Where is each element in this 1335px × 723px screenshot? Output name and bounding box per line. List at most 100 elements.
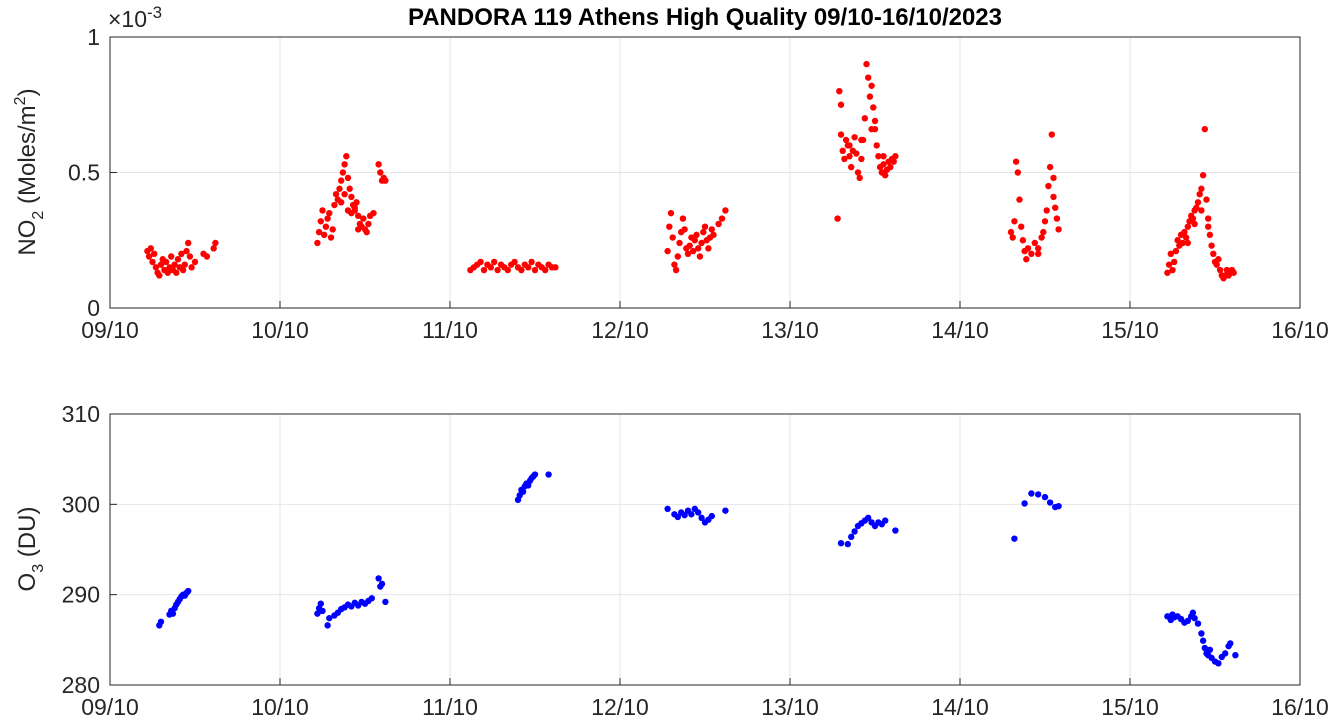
o3-data-point bbox=[375, 575, 382, 582]
o3-data-point bbox=[1035, 491, 1042, 498]
o3-data-point bbox=[324, 622, 331, 629]
no2-data-point bbox=[892, 153, 899, 160]
no2-data-point bbox=[1210, 250, 1217, 257]
o3-y-tick-label: 300 bbox=[62, 491, 100, 517]
no2-data-point bbox=[836, 88, 843, 95]
no2-y-axis-label: NO2 (Moles/m2) bbox=[12, 88, 47, 255]
no2-data-point bbox=[1024, 245, 1032, 252]
no2-data-point bbox=[880, 153, 887, 160]
no2-data-point bbox=[531, 266, 539, 274]
o3-x-tick-label: 14/10 bbox=[931, 694, 989, 720]
no2-exponent-label: ×10-3 bbox=[108, 3, 162, 32]
o3-data-point bbox=[851, 528, 858, 535]
no2-data-point bbox=[1055, 226, 1062, 233]
no2-data-point bbox=[151, 250, 158, 257]
o3-data-point bbox=[545, 471, 552, 478]
no2-data-point bbox=[1035, 250, 1042, 257]
o3-data-point bbox=[681, 511, 688, 519]
no2-data-point bbox=[842, 136, 850, 144]
no2-data-point bbox=[145, 253, 153, 260]
no2-data-point bbox=[684, 250, 692, 257]
no2-data-point bbox=[686, 242, 693, 249]
no2-data-point bbox=[708, 226, 715, 233]
no2-data-point bbox=[321, 231, 328, 239]
o3-y-tick-label: 310 bbox=[62, 401, 100, 427]
o3-y-axis-label: O3 (DU) bbox=[14, 507, 47, 592]
no2-x-tick-labels: 09/10 10/10 11/10 12/10 13/10 14/10 15/10 16/10 bbox=[81, 317, 1329, 343]
no2-data-point bbox=[164, 269, 171, 276]
no2-data-point bbox=[666, 223, 673, 230]
no2-data-point bbox=[1174, 237, 1181, 244]
no2-data-point bbox=[664, 247, 671, 255]
no2-x-tick-label: 10/10 bbox=[251, 317, 309, 343]
no2-data-point bbox=[1007, 228, 1015, 236]
no2-data-point bbox=[1050, 193, 1057, 201]
o3-data-point bbox=[368, 595, 375, 602]
no2-data-point bbox=[848, 163, 855, 171]
no2-data-point bbox=[336, 185, 343, 192]
chart-title: PANDORA 119 Athens High Quality 09/10-16… bbox=[408, 4, 1002, 31]
no2-data-point bbox=[542, 266, 549, 274]
no2-data-point bbox=[341, 161, 348, 168]
no2-data-point bbox=[1191, 220, 1198, 228]
no2-data-point bbox=[1165, 261, 1173, 268]
o3-data-point bbox=[1222, 650, 1229, 657]
o3-data-point bbox=[722, 507, 729, 514]
no2-data-point bbox=[882, 172, 889, 179]
no2-data-point bbox=[1011, 218, 1018, 225]
no2-data-point bbox=[1215, 256, 1222, 263]
no2-data-point bbox=[315, 228, 323, 236]
no2-data-point bbox=[696, 253, 704, 260]
no2-data-point bbox=[338, 199, 345, 206]
no2-data-point bbox=[528, 258, 535, 266]
o3-data-point bbox=[1041, 493, 1049, 501]
no2-data-point bbox=[348, 193, 355, 201]
no2-data-point bbox=[149, 258, 156, 266]
no2-data-point bbox=[1198, 207, 1205, 214]
no2-data-point bbox=[1194, 199, 1202, 206]
no2-data-point bbox=[698, 239, 705, 247]
o3-y-tick-labels: 280 290 300 310 bbox=[62, 401, 100, 698]
no2-data-point bbox=[868, 125, 875, 133]
o3-data-point bbox=[882, 517, 889, 524]
no2-data-point bbox=[1014, 169, 1021, 176]
no2-data-point bbox=[1040, 228, 1047, 236]
no2-data-point bbox=[1052, 204, 1059, 211]
no2-x-tick-label: 16/10 bbox=[1271, 317, 1329, 343]
no2-data-point bbox=[375, 161, 382, 168]
no2-data-point bbox=[1230, 269, 1237, 276]
no2-data-point bbox=[866, 93, 874, 100]
no2-data-point bbox=[326, 209, 333, 217]
no2-data-point bbox=[858, 155, 865, 163]
no2-data-point bbox=[1048, 131, 1056, 138]
no2-data-point bbox=[1179, 239, 1186, 247]
no2-data-point bbox=[853, 150, 860, 157]
no2-data-point bbox=[1184, 239, 1192, 247]
no2-data-point bbox=[319, 207, 326, 214]
no2-data-point bbox=[890, 158, 897, 165]
no2-data-point bbox=[875, 153, 882, 160]
no2-y-tick-labels: 00.51 bbox=[68, 24, 100, 321]
no2-data-point bbox=[693, 231, 700, 239]
no2-data-point bbox=[185, 239, 192, 247]
no2-data-point bbox=[179, 266, 187, 274]
o3-x-tick-label: 16/10 bbox=[1271, 694, 1329, 720]
no2-data-point bbox=[1018, 223, 1025, 230]
no2-data-point bbox=[868, 82, 875, 89]
no2-data-point bbox=[1164, 269, 1171, 276]
no2-data-point bbox=[324, 215, 331, 222]
no2-x-tick-label: 13/10 bbox=[761, 317, 819, 343]
no2-data-point bbox=[691, 237, 698, 244]
o3-data-point bbox=[1191, 614, 1198, 622]
no2-data-point bbox=[212, 239, 219, 247]
no2-data-point bbox=[667, 209, 675, 217]
no2-data-point bbox=[491, 258, 498, 266]
no2-data-point bbox=[348, 209, 355, 217]
no2-data-point bbox=[1182, 234, 1190, 241]
no2-y-tick-label: 0 bbox=[87, 295, 100, 321]
no2-data-point bbox=[1213, 261, 1220, 268]
no2-data-point bbox=[518, 266, 525, 274]
no2-data-point bbox=[1181, 228, 1188, 236]
o3-x-tick-label: 10/10 bbox=[251, 694, 309, 720]
